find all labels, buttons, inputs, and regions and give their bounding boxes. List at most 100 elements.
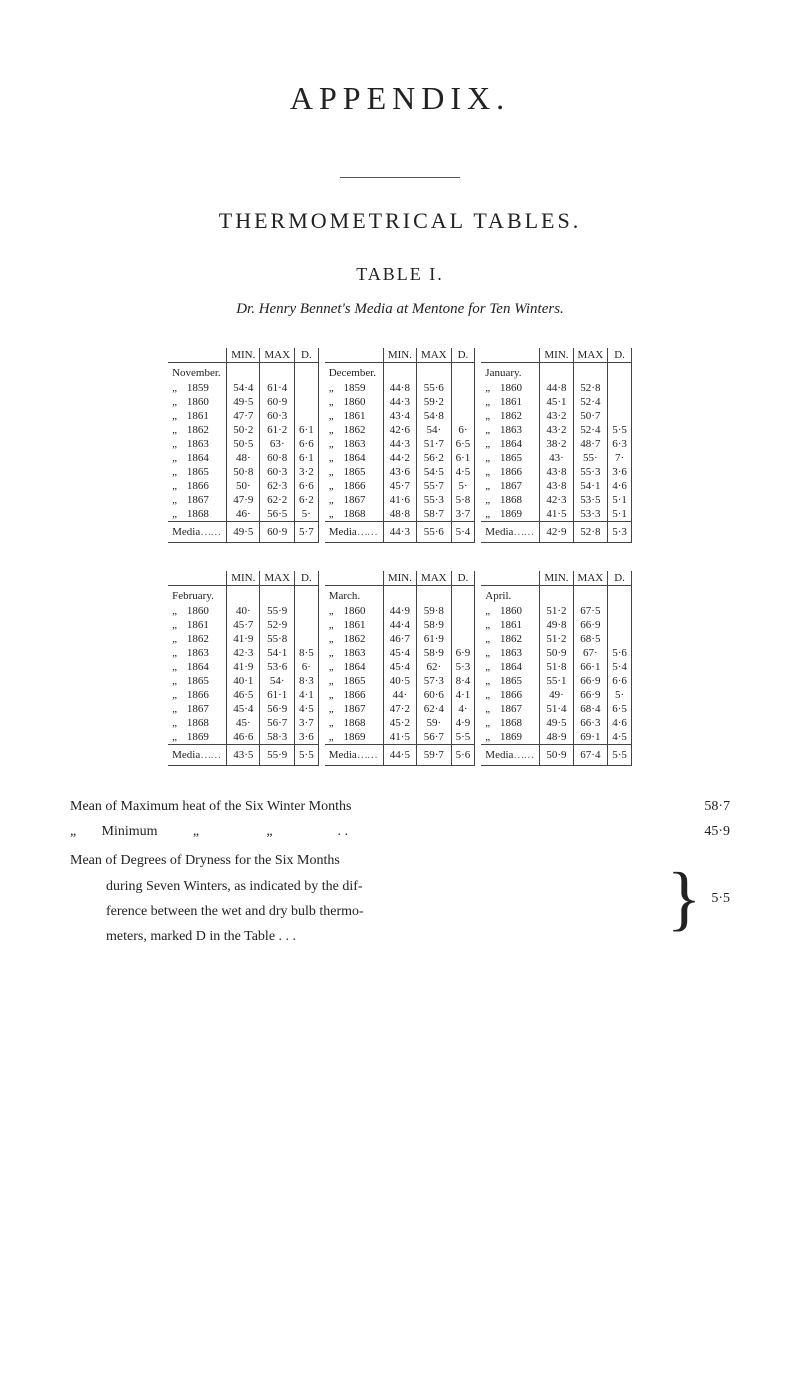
media-cell: 5·7: [295, 522, 319, 543]
year-cell: „ 1866: [325, 479, 384, 493]
data-cell: 6·5: [451, 437, 475, 451]
data-cell: 5·6: [608, 646, 632, 660]
table-row-1: MIN.MAXD.November.„ 185954·461·4„ 186049…: [70, 348, 730, 543]
col-head: MAX: [416, 348, 451, 363]
year-cell: „ 1866: [481, 465, 540, 479]
media-cell: 52·8: [573, 522, 608, 543]
data-cell: 52·4: [573, 395, 608, 409]
data-cell: 47·9: [227, 493, 260, 507]
media-label: Media: [168, 745, 227, 766]
data-cell: 44·8: [540, 381, 573, 395]
cell-empty: [260, 586, 295, 605]
media-label: Media: [481, 522, 540, 543]
data-cell: 55·9: [260, 604, 295, 618]
rule-divider: [340, 177, 460, 178]
summary-block: Mean of Maximum heat of the Six Winter M…: [70, 794, 730, 949]
month-subtable: MIN.MAXD.December.„ 185944·855·6„ 186044…: [325, 348, 476, 543]
data-cell: 49·8: [540, 618, 573, 632]
leader-dots: . .: [308, 819, 348, 844]
year-cell: „ 1865: [168, 465, 227, 479]
col-head: D.: [608, 571, 632, 586]
summary-dryness-value: 5·5: [711, 886, 730, 911]
col-head: D.: [295, 348, 319, 363]
cell-empty: [451, 586, 475, 605]
month-label: March.: [325, 586, 384, 605]
data-cell: 50·9: [540, 646, 573, 660]
year-cell: „ 1862: [168, 423, 227, 437]
data-cell: 4·5: [608, 730, 632, 745]
data-cell: [451, 632, 475, 646]
summary-max-value: 58·7: [704, 794, 730, 819]
month-label: January.: [481, 363, 540, 382]
cell-empty: [608, 363, 632, 382]
year-cell: „ 1866: [168, 688, 227, 702]
data-cell: [295, 618, 319, 632]
data-cell: 45·7: [227, 618, 260, 632]
month-subtable: MIN.MAXD.February.„ 186040·55·9„ 186145·…: [168, 571, 319, 766]
year-cell: „ 1863: [325, 646, 384, 660]
year-cell: „ 1864: [481, 660, 540, 674]
media-cell: 5·5: [295, 745, 319, 766]
data-cell: 43·8: [540, 465, 573, 479]
data-cell: [451, 395, 475, 409]
year-cell: „ 1867: [168, 702, 227, 716]
month-label: April.: [481, 586, 540, 605]
media-cell: 55·6: [416, 522, 451, 543]
cell-empty: [540, 363, 573, 382]
year-cell: „ 1868: [325, 716, 384, 730]
year-cell: „ 1867: [168, 493, 227, 507]
data-cell: 6·: [295, 660, 319, 674]
data-cell: 60·6: [416, 688, 451, 702]
year-cell: „ 1869: [168, 730, 227, 745]
data-cell: 6·2: [295, 493, 319, 507]
data-cell: 4·9: [451, 716, 475, 730]
month-name: [481, 571, 540, 586]
year-cell: „ 1867: [481, 702, 540, 716]
year-cell: „ 1863: [481, 423, 540, 437]
curly-brace-icon: }: [667, 866, 702, 931]
col-head: MAX: [573, 348, 608, 363]
year-cell: „ 1868: [325, 507, 384, 522]
data-cell: 5·: [608, 688, 632, 702]
col-head: D.: [295, 571, 319, 586]
year-cell: „ 1862: [481, 409, 540, 423]
data-cell: 59·2: [416, 395, 451, 409]
data-cell: 43·6: [383, 465, 416, 479]
data-cell: 4·6: [608, 479, 632, 493]
data-cell: 56·7: [416, 730, 451, 745]
data-cell: 5·5: [451, 730, 475, 745]
data-cell: 50·2: [227, 423, 260, 437]
section-title: THERMOMETRICAL TABLES.: [70, 208, 730, 234]
data-cell: [608, 604, 632, 618]
year-cell: „ 1868: [168, 507, 227, 522]
year-cell: „ 1868: [481, 716, 540, 730]
data-cell: [451, 381, 475, 395]
year-cell: „ 1864: [325, 660, 384, 674]
data-cell: 5·4: [608, 660, 632, 674]
data-cell: 41·9: [227, 632, 260, 646]
data-cell: [608, 409, 632, 423]
media-cell: 42·9: [540, 522, 573, 543]
data-cell: 62·2: [260, 493, 295, 507]
data-cell: 56·5: [260, 507, 295, 522]
cell-empty: [295, 363, 319, 382]
year-cell: „ 1859: [168, 381, 227, 395]
cell-empty: [573, 363, 608, 382]
data-cell: 55·3: [573, 465, 608, 479]
data-cell: 60·3: [260, 409, 295, 423]
data-cell: 54·1: [260, 646, 295, 660]
year-cell: „ 1866: [481, 688, 540, 702]
month-name: [325, 571, 384, 586]
data-cell: 5·3: [451, 660, 475, 674]
data-cell: 66·9: [573, 688, 608, 702]
data-cell: 6·6: [295, 437, 319, 451]
year-cell: „ 1860: [481, 381, 540, 395]
data-cell: 40·1: [227, 674, 260, 688]
col-head: MAX: [416, 571, 451, 586]
cell-empty: [227, 363, 260, 382]
data-cell: 3·7: [295, 716, 319, 730]
data-cell: 42·6: [383, 423, 416, 437]
data-cell: 54·4: [227, 381, 260, 395]
data-cell: 6·3: [608, 437, 632, 451]
year-cell: „ 1864: [325, 451, 384, 465]
